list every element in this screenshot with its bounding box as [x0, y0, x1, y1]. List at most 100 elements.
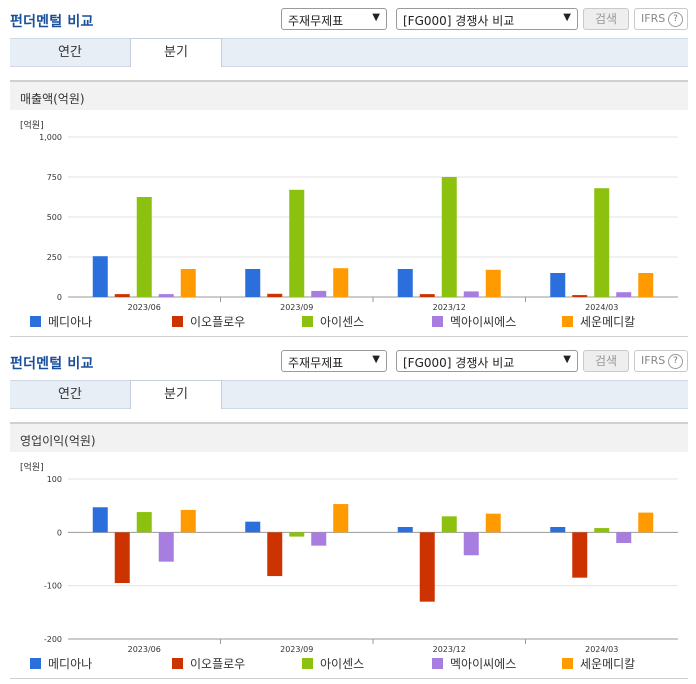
help-icon[interactable]: ?: [668, 354, 683, 369]
period-tabs: 연간 분기: [10, 380, 688, 409]
ifrs-button[interactable]: IFRS ?: [634, 8, 688, 30]
legend-swatch: [302, 658, 313, 669]
peer-group-select-value: [FG000] 경쟁사 비교: [403, 356, 515, 370]
x-tick-label: 2023/06: [128, 303, 161, 312]
legend-swatch: [432, 658, 443, 669]
metric-header: 영업이익(억원): [10, 422, 688, 452]
legend-item[interactable]: 세운메디칼: [562, 655, 635, 671]
y-tick-label: 100: [47, 475, 62, 484]
operating-profit-chart-svg: -200 -100 0 100 2023/06 2023/09 2023/12 2024/03: [44, 475, 678, 654]
legend-swatch: [562, 658, 573, 669]
bar: [638, 512, 654, 533]
operating-profit-chart: -200 -100 0 100 2023/06 2023/09 2023/12 2024/03…: [10, 452, 688, 677]
legend-item[interactable]: 멕아이씨에스: [432, 313, 516, 329]
bar: [245, 269, 261, 297]
bar: [333, 504, 349, 533]
bar: [616, 532, 632, 543]
bar: [550, 527, 566, 533]
statement-select[interactable]: 주재무제표 ▼: [281, 8, 387, 30]
bar: [572, 295, 588, 297]
statement-select[interactable]: 주재무제표 ▼: [281, 350, 387, 372]
chevron-down-icon: ▼: [563, 354, 571, 365]
bar: [245, 521, 261, 533]
y-tick-label: -100: [44, 582, 62, 591]
bar: [463, 532, 479, 556]
unit-label: [억원]: [20, 121, 44, 131]
metric-header: 매출액(억원): [10, 80, 688, 110]
tab-quarterly[interactable]: 분기: [130, 38, 222, 67]
bar: [267, 293, 283, 297]
panel-header: 펀더멘털 비교 주재무제표 ▼ [FG000] 경쟁사 비교 ▼ 검색 IFRS…: [0, 342, 696, 382]
bar: [594, 188, 610, 297]
bar: [572, 532, 588, 578]
peer-group-select[interactable]: [FG000] 경쟁사 비교 ▼: [396, 350, 578, 372]
search-button[interactable]: 검색: [583, 350, 629, 372]
bar: [158, 294, 174, 297]
legend-item[interactable]: 멕아이씨에스: [432, 655, 516, 671]
chart-legend: 메디아나 이오플로우 아이센스 멕아이씨에스 세운메디칼: [30, 313, 690, 329]
x-tick-label: 2024/03: [585, 645, 618, 654]
bar: [136, 197, 152, 297]
legend-label: 이오플로우: [190, 657, 246, 671]
legend-item[interactable]: 이오플로우: [172, 313, 245, 329]
panel-header: 펀더멘털 비교 주재무제표 ▼ [FG000] 경쟁사 비교 ▼ 검색 IFRS…: [0, 0, 696, 40]
bar: [441, 516, 457, 533]
y-tick-label: 1,000: [39, 133, 62, 142]
bar: [136, 512, 152, 533]
legend-label: 멕아이씨에스: [450, 315, 517, 329]
legend-item[interactable]: 메디아나: [30, 655, 92, 671]
chevron-down-icon: ▼: [372, 354, 380, 365]
search-button[interactable]: 검색: [583, 8, 629, 30]
legend-item[interactable]: 아이센스: [302, 313, 364, 329]
y-tick-label: 500: [47, 213, 62, 222]
legend-swatch: [30, 658, 41, 669]
bar: [92, 507, 108, 533]
legend-swatch: [302, 316, 313, 327]
bar: [267, 532, 283, 577]
bar: [419, 532, 435, 602]
bar: [311, 532, 327, 546]
x-tick-label: 2023/06: [128, 645, 161, 654]
legend-swatch: [562, 316, 573, 327]
bar: [114, 294, 130, 297]
peer-group-select-value: [FG000] 경쟁사 비교: [403, 14, 515, 28]
bar: [550, 273, 566, 297]
legend-item[interactable]: 이오플로우: [172, 655, 245, 671]
divider: [10, 678, 688, 679]
legend-swatch: [172, 658, 183, 669]
x-tick-label: 2023/12: [433, 303, 466, 312]
revenue-chart: 0 250 500 750 1,000 2023/06 2023/09 2023/12 2024…: [10, 110, 688, 335]
legend-item[interactable]: 세운메디칼: [562, 313, 635, 329]
revenue-chart-svg: 0 250 500 750 1,000 2023/06 2023/09 2023/12 2024…: [39, 133, 678, 312]
legend-item[interactable]: 아이센스: [302, 655, 364, 671]
bar: [114, 532, 130, 583]
x-tick-label: 2023/09: [280, 645, 313, 654]
panel-title: 펀더멘털 비교: [10, 356, 94, 372]
statement-select-value: 주재무제표: [288, 14, 344, 28]
legend-label: 세운메디칼: [580, 657, 636, 671]
help-icon[interactable]: ?: [668, 12, 683, 27]
tab-annual[interactable]: 연간: [58, 45, 82, 60]
bar: [333, 268, 349, 297]
bar: [180, 269, 196, 297]
legend-label: 아이센스: [320, 315, 365, 329]
panel-title: 펀더멘털 비교: [10, 14, 94, 30]
bar: [485, 513, 501, 533]
statement-select-value: 주재무제표: [288, 356, 344, 370]
unit-label: [억원]: [20, 463, 44, 473]
tab-quarterly[interactable]: 분기: [130, 380, 222, 409]
legend-label: 세운메디칼: [580, 315, 636, 329]
chevron-down-icon: ▼: [563, 12, 571, 23]
ifrs-button[interactable]: IFRS ?: [634, 350, 688, 372]
legend-label: 이오플로우: [190, 315, 246, 329]
tab-annual[interactable]: 연간: [58, 387, 82, 402]
bar: [441, 177, 457, 297]
legend-item[interactable]: 메디아나: [30, 313, 92, 329]
fundamental-panel-operating-profit: 펀더멘털 비교 주재무제표 ▼ [FG000] 경쟁사 비교 ▼ 검색 IFRS…: [0, 342, 696, 684]
bar: [485, 269, 501, 297]
fundamental-panel-revenue: 펀더멘털 비교 주재무제표 ▼ [FG000] 경쟁사 비교 ▼ 검색 IFRS…: [0, 0, 696, 337]
legend-swatch: [432, 316, 443, 327]
bar: [397, 527, 413, 533]
legend-label: 메디아나: [48, 315, 93, 329]
peer-group-select[interactable]: [FG000] 경쟁사 비교 ▼: [396, 8, 578, 30]
